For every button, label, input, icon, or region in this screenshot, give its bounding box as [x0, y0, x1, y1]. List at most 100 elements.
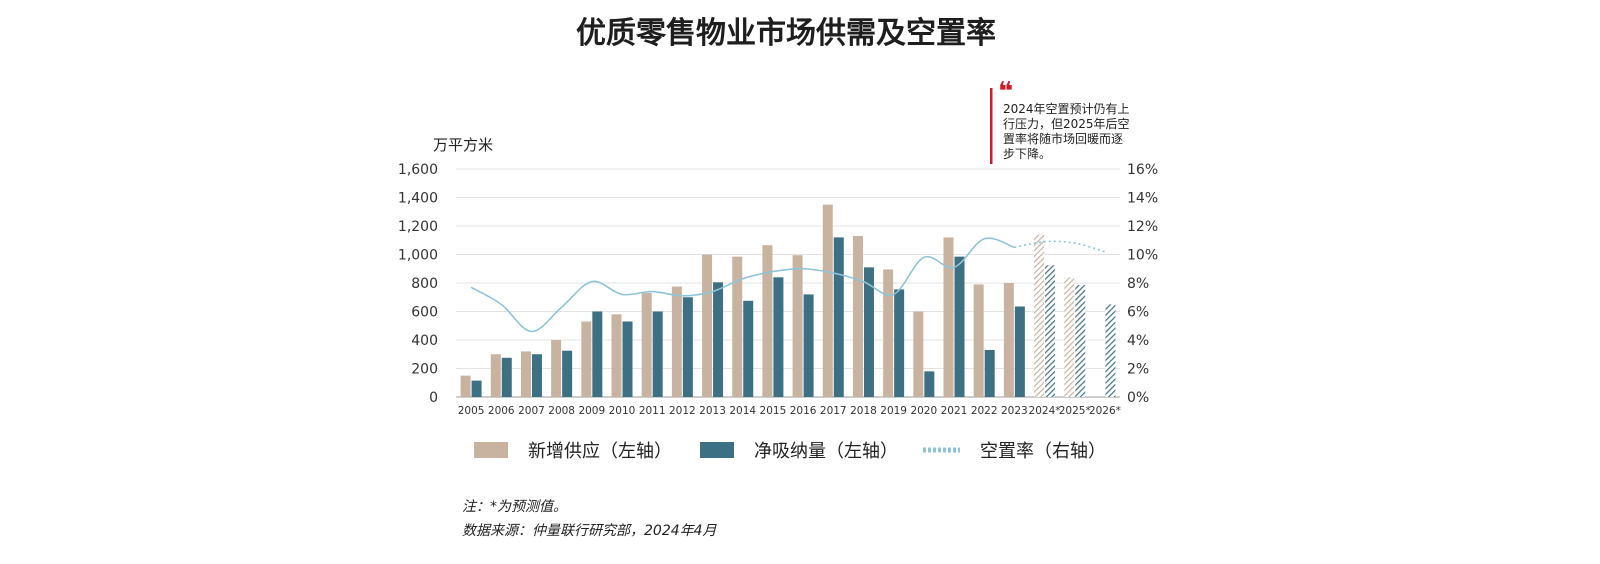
- left-tick-label: 1,600: [398, 162, 438, 178]
- quote-mark-icon: ❝: [998, 77, 1013, 107]
- annotation-line-2: 行压力，但2025年后空: [1003, 117, 1130, 131]
- bar-absorption: [652, 311, 663, 397]
- bar-supply: [732, 256, 743, 397]
- annotation-line-4: 步下降。: [1003, 147, 1051, 161]
- bar-supply: [913, 311, 924, 397]
- bar-supply: [702, 254, 713, 397]
- left-axis-unit: 万平方米: [433, 136, 493, 154]
- x-tick-label: 2013: [699, 405, 726, 417]
- bar-supply: [792, 255, 803, 397]
- bar-absorption: [713, 282, 724, 397]
- bar-supply: [460, 375, 471, 397]
- x-tick-label: 2021: [941, 405, 968, 417]
- x-tick-label: 2007: [518, 405, 545, 417]
- x-tick-label: 2008: [548, 405, 575, 417]
- x-tick-label: 2012: [669, 405, 696, 417]
- bar-absorption: [622, 321, 633, 397]
- bar-supply: [822, 204, 833, 397]
- annotation-callout: ❝ 2024年空置预计仍有上 行压力，但2025年后空 置率将随市场回暖而逐 步…: [990, 77, 1130, 164]
- bar-absorption: [773, 277, 784, 397]
- bar-supply: [973, 284, 984, 397]
- bar-absorption: [1045, 265, 1056, 397]
- right-tick-label: 12%: [1127, 219, 1158, 235]
- x-tick-label: 2019: [880, 405, 907, 417]
- bar-supply: [883, 269, 894, 397]
- left-tick-label: 0: [429, 390, 438, 406]
- bar-absorption: [863, 267, 874, 397]
- bar-absorption: [562, 350, 573, 397]
- x-tick-label: 2015: [760, 405, 787, 417]
- x-tick-label: 2024*: [1029, 405, 1061, 417]
- annotation-rule: [990, 88, 993, 164]
- right-tick-label: 4%: [1127, 333, 1149, 349]
- x-tick-label: 2016: [790, 405, 817, 417]
- bar-supply: [852, 235, 863, 397]
- right-tick-label: 2%: [1127, 362, 1149, 378]
- right-axis-ticks: 0% 2% 4% 6% 8% 10% 12% 14% 16%: [1127, 162, 1158, 406]
- vacancy-line-forecast: [1014, 240, 1106, 253]
- legend-swatch-absorption: [700, 442, 734, 458]
- bar-absorption: [803, 294, 814, 397]
- vacancy-line: [470, 237, 1106, 333]
- x-tick-label: 2010: [609, 405, 636, 417]
- left-tick-label: 400: [411, 333, 438, 349]
- left-tick-label: 800: [411, 276, 438, 292]
- x-tick-label: 2014: [729, 405, 756, 417]
- bar-supply: [943, 237, 954, 397]
- bar-absorption: [501, 357, 512, 397]
- bar-absorption: [924, 371, 935, 397]
- x-tick-label: 2026*: [1089, 405, 1121, 417]
- bar-absorption: [984, 349, 995, 397]
- x-tick-label: 2006: [488, 405, 515, 417]
- legend-label-absorption: 净吸纳量（左轴）: [754, 441, 898, 462]
- annotation-line-3: 置率将随市场回暖而逐: [1003, 131, 1123, 146]
- bar-supply: [762, 245, 773, 397]
- right-tick-label: 8%: [1127, 276, 1149, 292]
- bar-absorption: [954, 256, 965, 397]
- bar-absorption: [1014, 306, 1025, 397]
- bar-absorption: [531, 354, 542, 397]
- bar-supply: [1064, 277, 1075, 397]
- vacancy-line-actual: [470, 237, 1015, 333]
- x-tick-label: 2023: [1001, 405, 1028, 417]
- legend-label-supply: 新增供应（左轴）: [528, 441, 672, 462]
- left-tick-label: 1,000: [398, 248, 438, 264]
- bar-supply: [1034, 234, 1045, 397]
- bar-absorption: [682, 297, 693, 397]
- right-tick-label: 10%: [1127, 248, 1158, 264]
- legend-label-vacancy: 空置率（右轴）: [980, 441, 1106, 462]
- right-tick-label: 14%: [1127, 191, 1158, 207]
- left-tick-label: 1,400: [398, 191, 438, 207]
- bars: [460, 204, 1116, 397]
- bar-absorption: [894, 289, 905, 397]
- bar-supply: [581, 321, 592, 397]
- x-tick-label: 2022: [971, 405, 998, 417]
- bar-supply: [520, 351, 531, 397]
- left-tick-label: 600: [411, 305, 438, 321]
- bar-supply: [671, 286, 682, 397]
- bar-supply: [490, 354, 501, 397]
- left-tick-label: 200: [411, 362, 438, 378]
- right-tick-label: 0%: [1127, 390, 1149, 406]
- x-tick-label: 2018: [850, 405, 877, 417]
- bar-absorption: [833, 237, 844, 397]
- bar-supply: [611, 314, 622, 397]
- bar-absorption: [1075, 285, 1086, 397]
- x-tick-label: 2020: [910, 405, 937, 417]
- bar-absorption: [471, 380, 482, 397]
- bar-supply: [551, 340, 562, 397]
- footer-note: 注：*为预测值。: [462, 499, 567, 515]
- footer-source: 数据来源：仲量联行研究部，2024年4月: [462, 523, 718, 539]
- x-tick-label: 2005: [458, 405, 485, 417]
- chart-title: 优质零售物业市场供需及空置率: [576, 16, 996, 51]
- legend: 新增供应（左轴） 净吸纳量（左轴） 空置率（右轴）: [474, 441, 1106, 462]
- x-axis-ticks: 2005 2006 2007 2008 2009 2010 2011 2012 2013 2014…: [458, 405, 1121, 417]
- annotation-line-1: 2024年空置预计仍有上: [1003, 102, 1130, 116]
- legend-swatch-supply: [474, 442, 508, 458]
- bar-supply: [641, 292, 652, 397]
- bar-absorption: [1105, 304, 1116, 397]
- x-tick-label: 2011: [639, 405, 666, 417]
- x-tick-label: 2009: [578, 405, 605, 417]
- left-tick-label: 1,200: [398, 219, 438, 235]
- bar-supply: [1003, 283, 1014, 397]
